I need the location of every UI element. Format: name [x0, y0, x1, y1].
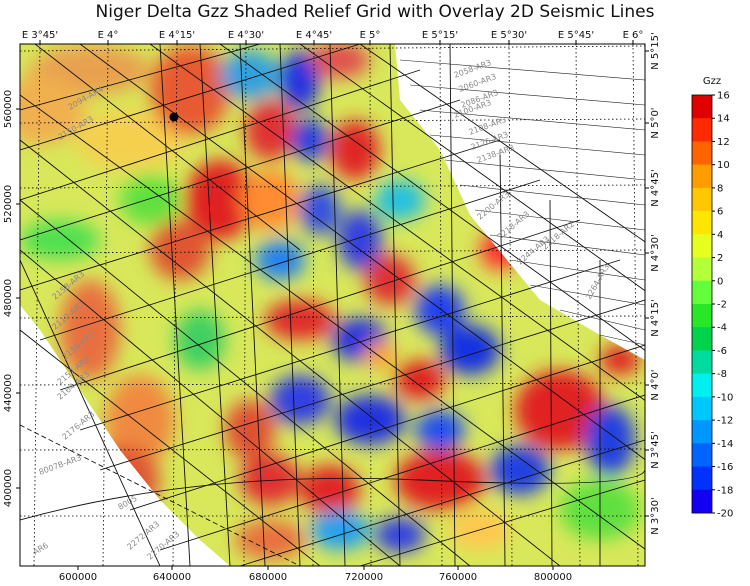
colorbar: Gzz 16 14 12 10 8 6 4 2 0 -2 -4 -6 -8 -10 -12 -14 -16 -18…: [691, 76, 733, 520]
colorbar-cell: [692, 304, 712, 328]
right-tick-label: N 5°0': [650, 107, 661, 138]
top-tick-label: E 5°15': [422, 30, 458, 41]
colorbar-cell: [692, 489, 712, 514]
colorbar-cell: [692, 350, 712, 374]
right-tick-label: N 4°15': [650, 299, 661, 337]
right-tick-label: N 3°30': [650, 497, 661, 535]
left-tick-label: 480000: [3, 279, 14, 317]
right-tick-label: N 4°45': [650, 169, 661, 207]
bottom-tick-label: 640000: [153, 572, 191, 583]
bottom-tick-label: 720000: [345, 572, 383, 583]
colorbar-tick-label: 12: [717, 137, 730, 148]
colorbar-cell: [692, 420, 712, 444]
colorbar-cell: [692, 280, 712, 305]
top-tick-label: E 5°30': [491, 30, 527, 41]
colorbar-cell: [692, 118, 712, 142]
colorbar-tick-label: -8: [717, 369, 727, 380]
lat-lon-grid: [20, 44, 645, 566]
colorbar-cell: [692, 164, 712, 189]
colorbar-tick-label: 4: [717, 230, 723, 241]
colorbar-cell: [692, 373, 712, 398]
colorbar-cell: [692, 187, 712, 212]
colorbar-cell: [692, 234, 712, 258]
colorbar-tick-label: -4: [717, 323, 727, 334]
left-tick-label: 560000: [3, 90, 14, 128]
colorbar-cell: [692, 211, 712, 235]
colorbar-tick-label: -10: [717, 392, 733, 403]
left-axis: 560000 520000 480000 440000 400000: [3, 90, 20, 507]
right-tick-label: N 3°45': [650, 431, 661, 469]
colorbar-cell: [692, 257, 712, 282]
top-tick-label: E 5°45': [558, 30, 594, 41]
top-axis: E 3°45' E 4° E 4°15' E 4°30' E 4°45' E 5° E 5°…: [22, 30, 644, 44]
colorbar-cell: [692, 95, 712, 119]
right-tick-label: N 5°15': [650, 32, 661, 70]
top-tick-label: E 5°: [360, 30, 381, 41]
top-tick-label: E 4°15': [159, 30, 195, 41]
bottom-tick-label: 680000: [249, 572, 287, 583]
colorbar-tick-label: 2: [717, 253, 723, 264]
right-tick-label: N 4°30': [650, 234, 661, 272]
seismic-lines: [20, 44, 645, 566]
colorbar-tick-label: -6: [717, 346, 727, 357]
map-title: Niger Delta Gzz Shaded Relief Grid with …: [95, 2, 655, 22]
colorbar-tick-label: 14: [717, 114, 730, 125]
colorbar-tick-label: 0: [717, 276, 723, 287]
colorbar-tick-label: 6: [717, 207, 723, 218]
top-tick-label: E 6°: [623, 30, 644, 41]
map-frame: [19, 43, 646, 567]
bottom-tick-label: 760000: [439, 572, 477, 583]
right-axis: N 5°15' N 5°0' N 4°45' N 4°30' N 4°15' N 4°0'…: [645, 32, 661, 535]
colorbar-tick-label: 16: [717, 91, 730, 102]
colorbar-ticks: 16 14 12 10 8 6 4 2 0 -2 -4 -6 -8 -10 -12 -14 -16 -18 -20: [712, 91, 733, 520]
colorbar-cells: [691, 94, 713, 514]
colorbar-tick-label: -20: [717, 509, 733, 520]
colorbar-tick-label: -16: [717, 462, 733, 473]
left-tick-label: 440000: [3, 374, 14, 412]
colorbar-cell: [692, 327, 712, 351]
bottom-tick-label: 600000: [59, 572, 97, 583]
colorbar-cell: [692, 141, 712, 165]
colorbar-cell: [692, 443, 712, 467]
top-tick-label: E 4°45': [296, 30, 332, 41]
survey-hatch: [399, 59, 645, 346]
top-tick-label: E 3°45': [22, 30, 58, 41]
colorbar-tick-label: -12: [717, 416, 733, 427]
bottom-axis: 600000 640000 680000 720000 760000 800000: [59, 566, 572, 583]
well-marker: [169, 112, 179, 122]
colorbar-cell: [692, 396, 712, 421]
colorbar-tick-label: 10: [717, 160, 730, 171]
top-tick-label: E 4°30': [228, 30, 264, 41]
right-tick-label: N 4°0': [650, 369, 661, 400]
left-tick-label: 400000: [3, 469, 14, 507]
colorbar-title: Gzz: [703, 76, 721, 87]
bottom-tick-label: 800000: [534, 572, 572, 583]
colorbar-tick-label: 8: [717, 183, 723, 194]
colorbar-tick-label: -14: [717, 439, 733, 450]
colorbar-tick-label: -2: [717, 300, 727, 311]
top-tick-label: E 4°: [98, 30, 119, 41]
left-tick-label: 520000: [3, 185, 14, 223]
colorbar-tick-label: -18: [717, 485, 733, 496]
colorbar-cell: [692, 466, 712, 491]
